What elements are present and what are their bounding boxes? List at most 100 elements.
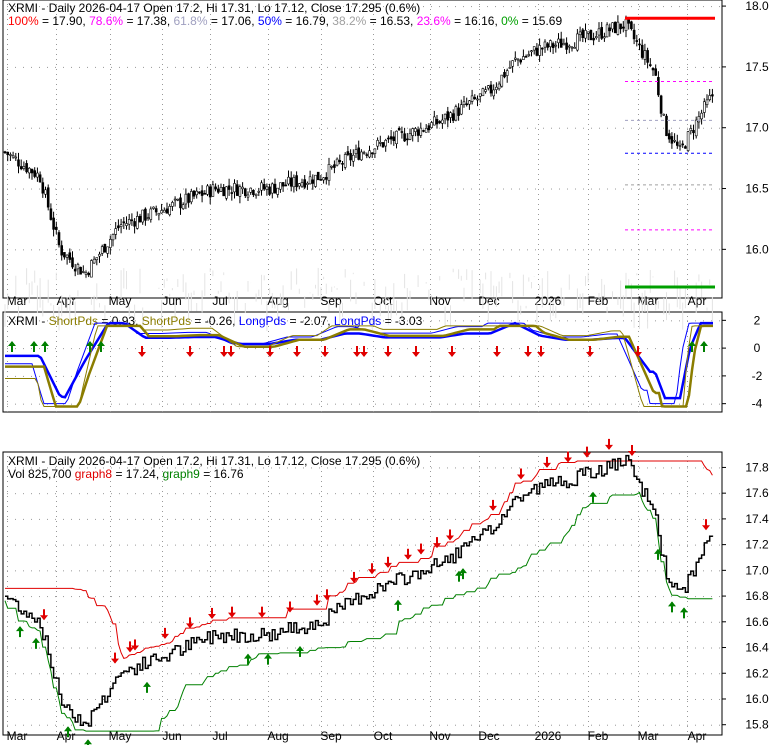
grid-dot bbox=[210, 114, 211, 115]
candle-body bbox=[114, 228, 117, 235]
volume-bar bbox=[463, 287, 465, 302]
grid-dot bbox=[383, 596, 384, 598]
grid-dot bbox=[162, 149, 163, 150]
grid-dot bbox=[687, 254, 688, 255]
buy-arrow-head bbox=[84, 739, 92, 745]
grid-dot bbox=[373, 366, 374, 367]
grid-dot bbox=[430, 601, 431, 602]
grid-dot bbox=[430, 59, 431, 60]
grid-dot bbox=[638, 731, 639, 732]
grid-dot bbox=[95, 673, 96, 675]
volume-bar bbox=[193, 290, 195, 295]
grid-dot bbox=[359, 467, 360, 469]
grid-dot bbox=[199, 403, 200, 405]
grid-dot bbox=[638, 516, 639, 517]
grid-dot bbox=[607, 249, 608, 251]
grid-dot bbox=[7, 6, 8, 8]
volume-bar bbox=[271, 293, 273, 309]
grid-dot bbox=[495, 320, 496, 322]
grid-dot bbox=[175, 66, 176, 68]
grid-dot bbox=[430, 44, 431, 45]
grid-dot bbox=[268, 154, 269, 155]
grid-dot bbox=[503, 570, 504, 572]
grid-dot bbox=[655, 493, 656, 495]
grid-dot bbox=[321, 456, 322, 457]
grid-dot bbox=[479, 320, 480, 322]
grid-dot bbox=[279, 375, 280, 377]
grid-dot bbox=[588, 79, 589, 80]
fib-val: = 16.16, bbox=[451, 14, 501, 28]
grid-dot bbox=[111, 673, 112, 675]
volume-bar bbox=[466, 269, 468, 280]
grid-dot bbox=[56, 641, 57, 642]
y-tick-label: 0 bbox=[754, 341, 761, 355]
grid-dot bbox=[591, 403, 592, 405]
buy-arrow-head bbox=[41, 341, 49, 346]
grid-dot bbox=[538, 496, 539, 497]
grid-dot bbox=[47, 493, 48, 495]
grid-dot bbox=[663, 249, 664, 251]
grid-dot bbox=[191, 518, 192, 520]
grid-dot bbox=[162, 386, 163, 387]
grid-dot bbox=[110, 646, 111, 647]
grid-dot bbox=[321, 194, 322, 195]
grid-dot bbox=[162, 376, 163, 377]
grid-dot bbox=[71, 647, 72, 649]
grid-dot bbox=[399, 724, 400, 726]
grid-dot bbox=[423, 6, 424, 8]
grid-dot bbox=[583, 375, 584, 377]
grid-dot bbox=[31, 673, 32, 675]
grid-dot bbox=[535, 518, 536, 520]
grid-dot bbox=[431, 249, 432, 251]
grid-dot bbox=[455, 647, 456, 649]
grid-dot bbox=[231, 375, 232, 377]
grid-dot bbox=[231, 647, 232, 649]
grid-dot bbox=[321, 586, 322, 587]
grid-dot bbox=[287, 698, 288, 700]
grid-dot bbox=[471, 66, 472, 68]
x-tick-label: Aug bbox=[267, 729, 288, 743]
grid-dot bbox=[538, 144, 539, 145]
grid-dot bbox=[588, 134, 589, 135]
grid-dot bbox=[207, 348, 208, 350]
candle-body bbox=[171, 202, 174, 207]
volume-bar bbox=[223, 272, 225, 276]
grid-dot bbox=[56, 144, 57, 145]
candle-body bbox=[187, 193, 190, 203]
grid-dot bbox=[295, 375, 296, 377]
grid-dot bbox=[135, 6, 136, 8]
grid-dot bbox=[447, 698, 448, 700]
grid-dot bbox=[383, 570, 384, 572]
candle-body bbox=[330, 165, 334, 168]
grid-dot bbox=[638, 174, 639, 175]
grid-dot bbox=[367, 544, 368, 546]
grid-dot bbox=[588, 646, 589, 647]
grid-dot bbox=[383, 698, 384, 700]
grid-dot bbox=[110, 686, 111, 687]
grid-dot bbox=[591, 320, 592, 322]
candle-body bbox=[46, 187, 50, 208]
grid-dot bbox=[479, 491, 480, 492]
buy-arrow-head bbox=[394, 599, 402, 605]
grid-dot bbox=[119, 621, 120, 623]
grid-dot bbox=[538, 371, 539, 372]
x-tick-label: Apr bbox=[57, 729, 76, 743]
grid-dot bbox=[719, 518, 720, 520]
grid-dot bbox=[303, 596, 304, 598]
volume-bar bbox=[428, 289, 430, 301]
grid-dot bbox=[703, 188, 704, 190]
grid-dot bbox=[535, 6, 536, 8]
sell-arrow-head bbox=[448, 352, 456, 357]
grid-dot bbox=[71, 518, 72, 520]
grid-dot bbox=[15, 6, 16, 8]
grid-dot bbox=[447, 348, 448, 350]
grid-dot bbox=[588, 501, 589, 502]
grid-dot bbox=[71, 544, 72, 546]
grid-dot bbox=[703, 249, 704, 251]
grid-dot bbox=[373, 381, 374, 382]
grid-dot bbox=[7, 346, 8, 347]
grid-dot bbox=[321, 376, 322, 377]
grid-dot bbox=[588, 686, 589, 687]
grid-dot bbox=[687, 66, 688, 68]
grid-dot bbox=[671, 621, 672, 623]
